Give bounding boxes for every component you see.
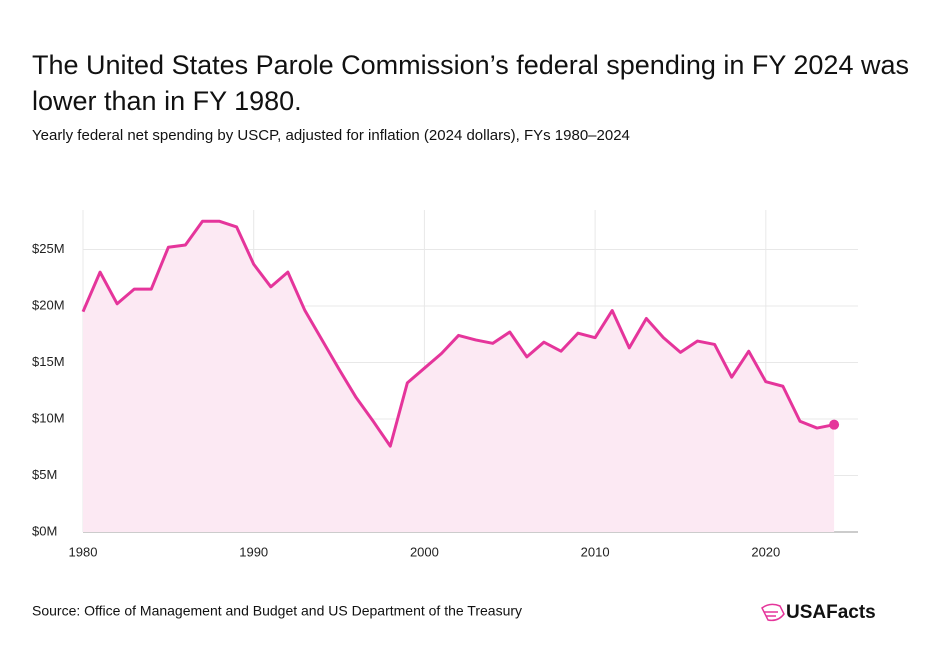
chart-subtitle: Yearly federal net spending by USCP, adj… [32,127,630,144]
brand-logo: USAFacts [786,602,876,623]
end-point [829,419,840,430]
x-tick-label: 1990 [239,544,268,559]
y-tick-label: $0M [32,523,57,538]
chart-title-line2: lower than in FY 1980. [32,86,302,116]
brand-logo-icon [761,603,785,622]
area-fill [83,221,835,532]
source-note: Source: Office of Management and Budget … [32,603,522,619]
y-tick-label: $25M [32,241,65,256]
y-tick-label: $15M [32,354,65,369]
y-tick-label: $20M [32,297,65,312]
x-tick-label: 2020 [751,544,780,559]
x-tick-label: 1980 [69,544,98,559]
x-tick-label: 2010 [581,544,610,559]
chart-title-line1: The United States Parole Commission’s fe… [32,50,909,80]
line [81,219,835,448]
y-tick-label: $10M [32,410,65,425]
x-tick-label: 2000 [410,544,439,559]
y-tick-label: $5M [32,467,57,482]
